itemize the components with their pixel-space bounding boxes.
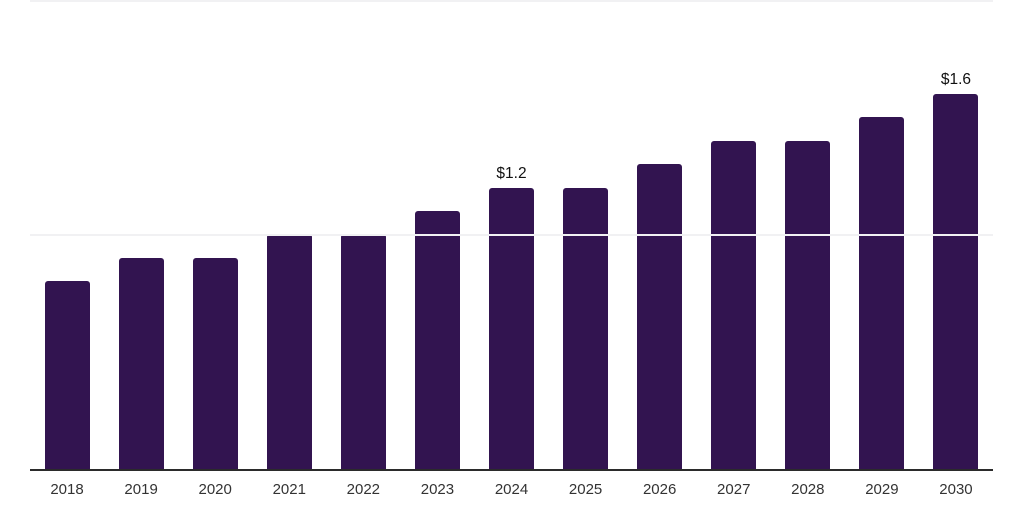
x-tick-2021: 2021 xyxy=(272,481,306,498)
bar-2019 xyxy=(118,258,164,469)
bar-slot-2027 xyxy=(697,0,771,469)
bar-slot-2019 xyxy=(104,0,178,469)
bar-slot-2022 xyxy=(326,0,400,469)
gridline-2 xyxy=(30,0,993,2)
gridline-1 xyxy=(30,233,993,236)
bar-slot-2030: $1.6 xyxy=(919,0,993,469)
x-tick-2029: 2029 xyxy=(865,481,899,498)
bar-2022 xyxy=(340,234,386,469)
bar-slot-2018 xyxy=(30,0,104,469)
x-tick-2028: 2028 xyxy=(791,481,825,498)
x-tick-2024: 2024 xyxy=(494,481,529,498)
x-tick-2020: 2020 xyxy=(198,481,232,498)
bar-slot-2026 xyxy=(623,0,697,469)
bar-value-label-2030: $1.6 xyxy=(940,71,972,88)
bar-2026 xyxy=(637,164,683,469)
bar-slot-2020 xyxy=(178,0,252,469)
bar-2025 xyxy=(563,188,609,469)
x-tick-2019: 2019 xyxy=(124,481,158,498)
bar-value-label-2024: $1.2 xyxy=(496,165,527,182)
bar-2023 xyxy=(414,211,460,469)
bar-slot-2021 xyxy=(252,0,326,469)
bar-2030: $1.6 xyxy=(933,71,979,469)
bar-2029 xyxy=(859,117,905,469)
x-tick-2022: 2022 xyxy=(346,481,381,498)
bar-2021 xyxy=(266,234,312,469)
bar-2024: $1.2 xyxy=(489,165,534,469)
bar-2027 xyxy=(711,141,757,469)
bar-2020 xyxy=(192,258,238,469)
x-tick-2027: 2027 xyxy=(717,481,751,498)
bar-slot-2023 xyxy=(400,0,474,469)
x-tick-2018: 2018 xyxy=(50,481,84,498)
bar-2028 xyxy=(785,141,831,469)
x-tick-2023: 2023 xyxy=(420,481,455,498)
plot-area: $1.2 $1.6 xyxy=(30,0,993,471)
bar-slot-2028 xyxy=(771,0,845,469)
x-tick-2026: 2026 xyxy=(642,481,677,498)
x-axis-labels: 2018 2019 2020 2021 2022 2023 2024 2025 2026 2027… xyxy=(30,479,993,501)
bar-2018 xyxy=(44,281,90,469)
x-tick-2025: 2025 xyxy=(568,481,603,498)
bar-slot-2029 xyxy=(845,0,919,469)
x-tick-2030: 2030 xyxy=(939,481,973,498)
